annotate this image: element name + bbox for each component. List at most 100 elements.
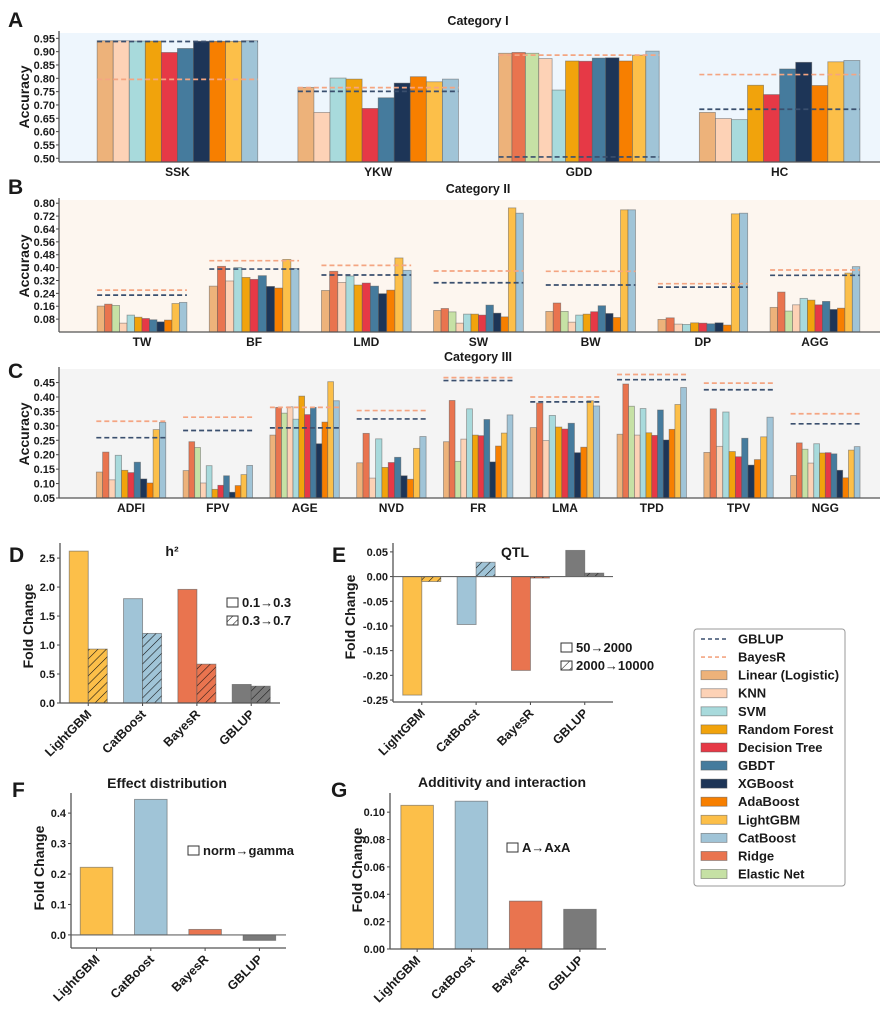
y-tick-label: 0.10 bbox=[34, 479, 55, 491]
bar-linear-logistic-tw bbox=[96, 305, 106, 333]
y-tick-label: -0.15 bbox=[363, 646, 388, 658]
bar-adaboost-age bbox=[321, 421, 329, 499]
bar-gbdt-nvd bbox=[394, 456, 402, 499]
panel-title: QTL bbox=[501, 544, 529, 560]
bar-gbdt-ssk bbox=[177, 48, 194, 163]
bar-lightgbm-adfi bbox=[152, 429, 160, 499]
category-label: BW bbox=[581, 335, 602, 349]
y-tick-label: 0.08 bbox=[364, 835, 385, 847]
bar-lightgbm-ngg bbox=[848, 449, 855, 499]
bar-catboost-tpd bbox=[680, 387, 687, 499]
y-tick-label: 0.05 bbox=[367, 547, 388, 559]
legend-label: Linear (Logistic) bbox=[738, 668, 839, 683]
bar-adaboost-fpv bbox=[234, 485, 242, 499]
bar-linear-logistic-ykw bbox=[297, 86, 315, 163]
legend-label: 2000→10000 bbox=[576, 658, 654, 673]
bar-ridge-adfi bbox=[102, 451, 110, 499]
bar-xgboost-adfi bbox=[140, 478, 148, 499]
bar-decision-tree-tpv bbox=[734, 456, 743, 499]
bar-lightgbm-ykw bbox=[425, 81, 443, 163]
y-axis-title: Accuracy bbox=[16, 402, 32, 465]
y-tick-label: 0.65 bbox=[34, 113, 55, 125]
bar-knn-bf bbox=[225, 280, 235, 333]
bar-adaboost-tpv bbox=[753, 459, 762, 499]
bar-hatch-gblup bbox=[251, 686, 271, 703]
bar-knn-nvd bbox=[368, 477, 377, 499]
bar-catboost-agg bbox=[851, 266, 861, 333]
bar-linear-logistic-dp bbox=[657, 319, 667, 333]
bar-lightgbm-tpv bbox=[760, 436, 768, 499]
bar-gbdt-lmd bbox=[369, 285, 379, 333]
y-tick-label: 0.48 bbox=[34, 250, 55, 262]
x-tick-label: CatBoost bbox=[108, 952, 158, 1002]
bar-xgboost-bf bbox=[265, 286, 275, 333]
x-tick-label: BayesR bbox=[169, 952, 211, 994]
bar-knn-adfi bbox=[108, 479, 116, 499]
legend-label: 50→2000 bbox=[576, 640, 632, 655]
panel-letter: B bbox=[8, 176, 23, 199]
y-tick-label: 0.75 bbox=[34, 87, 55, 99]
bar-xgboost-dp bbox=[714, 322, 724, 333]
bar-svm-bw bbox=[575, 314, 584, 333]
model-legend: GBLUP BayesR Linear (Logistic) KNN SVM Random… bbox=[693, 628, 846, 887]
bar-ridge-ngg bbox=[796, 442, 803, 499]
bar-svm-agg bbox=[799, 297, 808, 333]
bar-hatch-catboost bbox=[476, 562, 496, 577]
bar-svm-gdd bbox=[551, 89, 566, 163]
bar-gblup-50-2000 bbox=[565, 549, 586, 578]
bar-decision-tree-lma bbox=[561, 428, 569, 499]
bar-random-forest-tpv bbox=[728, 451, 736, 499]
y-tick-label: -0.05 bbox=[363, 596, 388, 608]
bar-hatch-catboost bbox=[142, 633, 162, 703]
bar-adaboost-ssk bbox=[209, 40, 227, 163]
x-tick-label: CatBoost bbox=[100, 707, 150, 757]
bar-xgboost-tw bbox=[156, 321, 165, 333]
legend-patch-knn bbox=[700, 688, 728, 699]
bar-knn-ngg bbox=[807, 462, 815, 499]
bar-catboost-hc bbox=[843, 60, 861, 163]
legend-label: XGBoost bbox=[738, 776, 794, 791]
category-label: ADFI bbox=[117, 501, 145, 515]
y-tick-label: 0.90 bbox=[34, 47, 55, 59]
bar-svm-dp bbox=[682, 324, 691, 333]
panel-title: Effect distribution bbox=[107, 775, 227, 791]
y-tick-label: 0.0 bbox=[40, 698, 55, 710]
y-tick-label: 0.95 bbox=[34, 33, 55, 45]
bar-decision-tree-ssk bbox=[160, 52, 178, 163]
bar-ridge-bf bbox=[217, 265, 227, 333]
panel-c: C Category III Accuracy 0.05 0.10 0.15 0.20 0.2… bbox=[8, 350, 880, 515]
bar-lightgbm-fpv bbox=[240, 474, 248, 499]
legend-swatch bbox=[187, 845, 200, 856]
bar-catboost-fr bbox=[506, 414, 514, 499]
bar-gbdt-agg bbox=[822, 301, 831, 333]
bar-gbdt-bf bbox=[257, 275, 267, 333]
legend-patch-ridge bbox=[700, 851, 728, 861]
bar-svm-age bbox=[292, 418, 300, 499]
x-tick-label: GBLUP bbox=[216, 707, 257, 748]
y-tick-label: 0.05 bbox=[34, 493, 55, 505]
bar-xgboost-nvd bbox=[400, 475, 408, 499]
bar-catboost-ssk bbox=[241, 40, 259, 163]
bar-random-forest-ngg bbox=[819, 452, 826, 499]
bar-ridge-tpv bbox=[709, 408, 717, 499]
category-label: AGE bbox=[292, 501, 318, 515]
bar-svm-fr bbox=[466, 408, 473, 499]
y-tick-label: 2.0 bbox=[40, 582, 55, 594]
bar-ridge-age bbox=[275, 406, 282, 499]
bar-lightgbm-0-1-0-3 bbox=[68, 550, 89, 704]
bar-bayesr-0-1-0-3 bbox=[177, 588, 198, 704]
x-tick-label: LightGBM bbox=[376, 706, 428, 758]
panel-b: B Category II Accuracy 0.080.160.240.320.40… bbox=[8, 176, 880, 349]
bar-adaboost-hc bbox=[811, 85, 829, 163]
bar-ridge-fr bbox=[448, 400, 456, 499]
legend-patch-catboost bbox=[700, 832, 728, 843]
y-tick-label: 0.25 bbox=[34, 435, 55, 447]
panel-e: E QTL Fold Change -0.25 -0.20 -0.15 -0.10 -0.05… bbox=[332, 543, 654, 758]
panel-letter: G bbox=[331, 779, 347, 802]
x-tick-label: LightGBM bbox=[371, 953, 423, 1005]
y-tick-label: 0.30 bbox=[34, 421, 55, 433]
legend-label: A→AxA bbox=[522, 840, 571, 855]
bar-linear-logistic-ngg bbox=[790, 475, 797, 499]
bar-lightgbm-dp bbox=[730, 213, 740, 333]
bar-linear-logistic-sw bbox=[433, 310, 442, 333]
